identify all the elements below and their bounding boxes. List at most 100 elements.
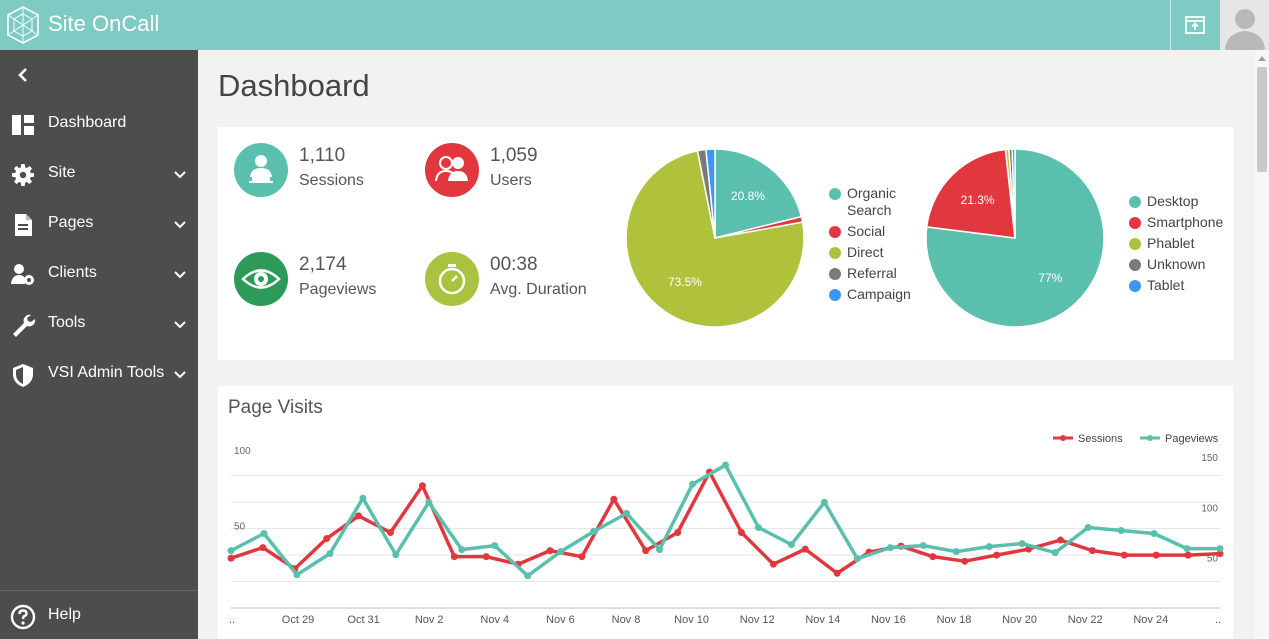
pageviews-data-point[interactable] [1150,530,1158,538]
avatar[interactable] [1220,0,1269,50]
sessions-data-point[interactable] [737,529,745,536]
pageviews-data-point[interactable] [952,548,960,556]
sessions-data-point[interactable] [418,482,426,490]
sidebar-item-vsi-admin-tools[interactable]: VSI Admin Tools [0,354,198,394]
traffic-source-slice-direct[interactable] [625,149,805,328]
pageviews-data-point[interactable] [985,543,993,551]
sessions-data-point[interactable] [323,535,331,543]
pageviews-data-point[interactable] [326,550,334,558]
page-visits-card: Page Visits 50 100 50 100 150.. Oct 29 Oct 31 N… [218,386,1233,639]
sessions-data-point[interactable] [674,529,682,536]
sessions-data-point[interactable] [801,545,809,553]
pageviews-data-point[interactable] [656,546,664,554]
pageviews-data-point[interactable] [754,523,762,531]
pageviews-data-point[interactable] [524,572,532,580]
help-icon [10,604,36,630]
device-slice-tablet[interactable] [1011,148,1016,239]
sessions-data-point[interactable] [642,547,650,555]
pageviews-data-point[interactable] [1183,545,1191,553]
pageviews-data-point[interactable] [392,551,400,559]
scroll-up-icon[interactable] [1258,55,1266,63]
shield-icon [13,364,33,387]
sessions-data-point[interactable] [993,551,1001,559]
sessions-data-point[interactable] [546,547,554,555]
sessions-data-point[interactable] [227,554,235,562]
sessions-value: 1,110 [299,145,346,166]
sessions-data-point[interactable] [482,553,490,561]
sessions-data-point[interactable] [578,553,586,561]
sessions-data-point[interactable] [833,569,841,577]
pageviews-data-point[interactable] [1216,545,1224,553]
sessions-data-point[interactable] [1184,551,1192,559]
sidebar-item-dashboard[interactable]: Dashboard [0,104,198,144]
pageviews-data-point[interactable] [425,498,433,506]
pageviews-data-point[interactable] [293,571,301,579]
gear-icon [12,164,34,186]
sessions-data-point[interactable] [387,529,395,536]
y-left-tick-label: 50 [234,522,246,533]
sessions-data-point[interactable] [769,560,777,568]
legend-color-dot [1129,196,1141,208]
pageviews-data-point[interactable] [820,498,828,506]
sessions-data-point[interactable] [355,512,363,520]
sidebar-item-pages[interactable]: Pages [0,204,198,244]
pageviews-data-point[interactable] [689,480,697,488]
sessions-data-point[interactable] [1056,536,1064,544]
sidebar-item-label: Site [48,164,76,181]
legend-label: Direct [847,244,884,260]
pageviews-data-point[interactable] [491,542,499,550]
sidebar-item-help[interactable]: Help [0,590,198,639]
pageviews-data-point[interactable] [1117,526,1125,534]
pageviews-data-point[interactable] [1018,540,1026,548]
sessions-data-point[interactable] [450,553,458,561]
pageviews-data-point[interactable] [1051,549,1059,557]
traffic-source-slice-organic-search[interactable] [714,148,803,239]
sessions-data-point[interactable] [929,553,937,561]
sessions-caption: Sessions [299,172,364,189]
pageviews-data-point[interactable] [886,544,894,552]
sidebar-item-clients[interactable]: Clients [0,254,198,294]
pageviews-data-point[interactable] [359,494,367,502]
x-tick-label: Nov 24 [1133,614,1168,626]
pageviews-data-point[interactable] [919,542,927,550]
sessions-data-point[interactable] [1152,551,1160,559]
sessions-data-point[interactable] [1120,551,1128,559]
legend-label: Smartphone [1147,214,1224,230]
scrollbar-thumb[interactable] [1257,67,1267,172]
legend-label[interactable]: Pageviews [1165,433,1219,445]
users-icon [435,156,468,182]
pageviews-data-point[interactable] [260,530,268,538]
pageviews-data-point[interactable] [590,527,598,535]
x-tick-label: Oct 31 [347,614,379,626]
sidebar-item-label: VSI Admin Tools [48,364,165,381]
sessions-data-point[interactable] [1088,547,1096,555]
legend-label[interactable]: Sessions [1078,433,1123,445]
traffic-source-pie-chart: 20.8% 73.5% [625,148,805,328]
pageviews-data-point[interactable] [227,547,235,555]
pageviews-data-point[interactable] [853,555,861,563]
legend-color-dot [829,289,841,301]
chevron-left-icon[interactable] [14,66,32,84]
header-divider [1170,0,1171,50]
x-tick-label: Oct 29 [282,614,314,626]
sessions-data-point[interactable] [1216,550,1224,558]
pageviews-caption: Pageviews [299,281,377,298]
pageviews-data-point[interactable] [458,546,466,554]
open-site-icon[interactable] [1184,14,1206,36]
sidebar-item-tools[interactable]: Tools [0,304,198,344]
sessions-data-point[interactable] [259,544,267,552]
pageviews-data-point[interactable] [1084,523,1092,531]
traffic-source-slice-campaign[interactable] [705,148,716,239]
sidebar: Dashboard Site Pages [0,50,198,639]
pageviews-data-point[interactable] [557,548,565,556]
scrollbar-track[interactable] [1255,50,1269,639]
dashboard-icon [12,115,34,135]
pageviews-data-point[interactable] [623,509,631,517]
pageviews-data-point[interactable] [722,461,729,469]
legend-color-dot [829,188,841,200]
sidebar-item-site[interactable]: Site [0,154,198,194]
pageviews-data-point[interactable] [787,541,795,549]
device-slice-smartphone[interactable] [925,148,1016,239]
sessions-data-point[interactable] [610,495,618,503]
sessions-data-point[interactable] [961,557,969,565]
